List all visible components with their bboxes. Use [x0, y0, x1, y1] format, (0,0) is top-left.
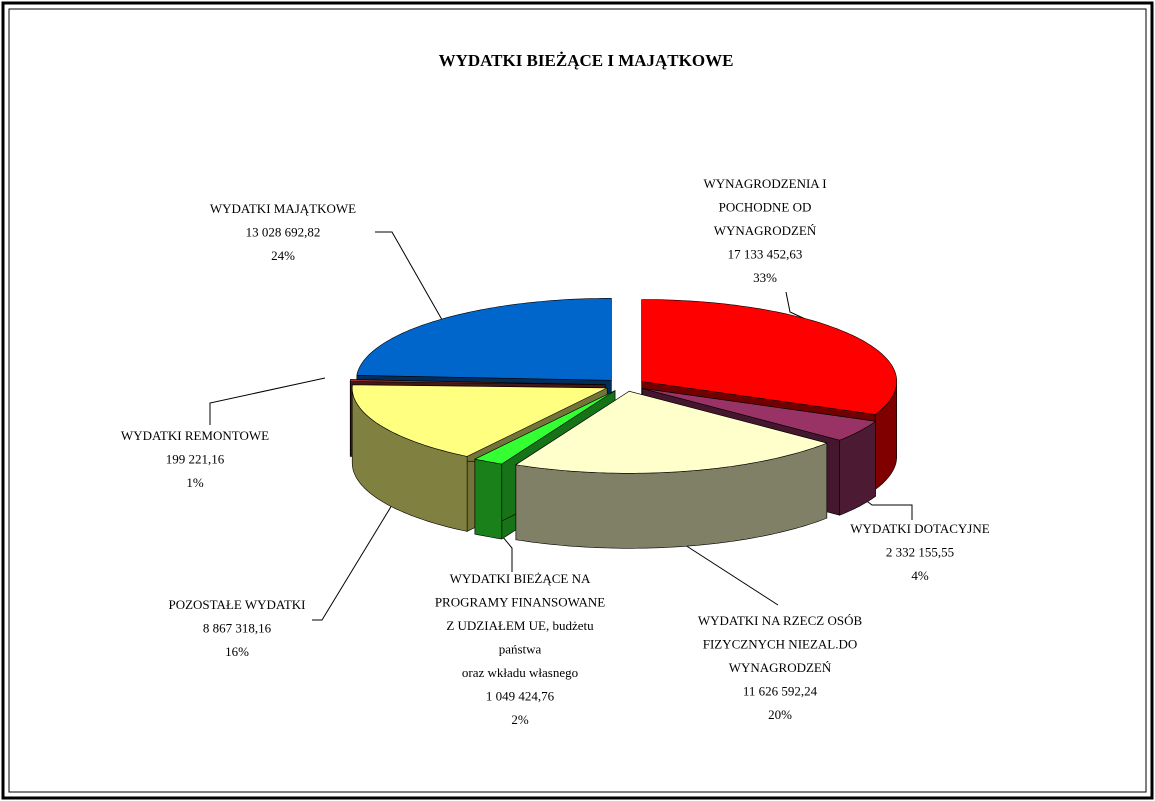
slice-label: WYNAGRODZENIA I POCHODNE OD WYNAGRODZEŃ: [703, 176, 826, 238]
slice-label: WYDATKI BIEŻĄCE NA PROGRAMY FINANSOWANE Z …: [435, 571, 605, 680]
leader-line: [684, 544, 779, 606]
slice-label: WYDATKI NA RZECZ OSÓB FIZYCZNYCH NIEZAL.D…: [698, 613, 863, 675]
leader-line: [209, 377, 326, 425]
slice-value: 11 626 592,24: [743, 683, 818, 698]
slice-label: POZOSTAŁE WYDATKI: [168, 597, 305, 612]
slice-label: WYDATKI REMONTOWE: [121, 428, 269, 443]
slice-percent: 20%: [768, 707, 792, 722]
leader-line: [375, 231, 446, 326]
slice: [641, 299, 897, 415]
slice-value: 2 332 155,55: [886, 544, 954, 559]
slice: [642, 388, 877, 441]
slice-label: WYDATKI DOTACYJNE: [850, 521, 989, 536]
leader-line: [312, 504, 393, 621]
slice-percent: 1%: [186, 475, 204, 490]
slice-percent: 33%: [753, 270, 777, 285]
slice-value: 1 049 424,76: [486, 688, 555, 703]
slice: [473, 390, 616, 465]
slice: [351, 384, 608, 457]
slice-value: 8 867 318,16: [203, 620, 272, 635]
slice-side: [474, 458, 503, 540]
slice-label: WYDATKI MAJĄTKOWE: [210, 201, 356, 216]
slice-value: 13 028 692,82: [246, 224, 321, 239]
slice: [356, 298, 612, 381]
slice-value: 17 133 452,63: [728, 246, 803, 261]
slice: [515, 390, 828, 474]
slice-percent: 4%: [911, 568, 929, 583]
slice-value: 199 221,16: [166, 451, 225, 466]
chart-title: WYDATKI BIEŻĄCE I MAJĄTKOWE: [439, 51, 734, 70]
frame-inner: [8, 8, 1147, 793]
slice-percent: 16%: [225, 644, 249, 659]
slice-percent: 24%: [271, 248, 295, 263]
pie: [349, 298, 897, 549]
slice-percent: 2%: [511, 712, 529, 727]
slice: [349, 379, 606, 385]
